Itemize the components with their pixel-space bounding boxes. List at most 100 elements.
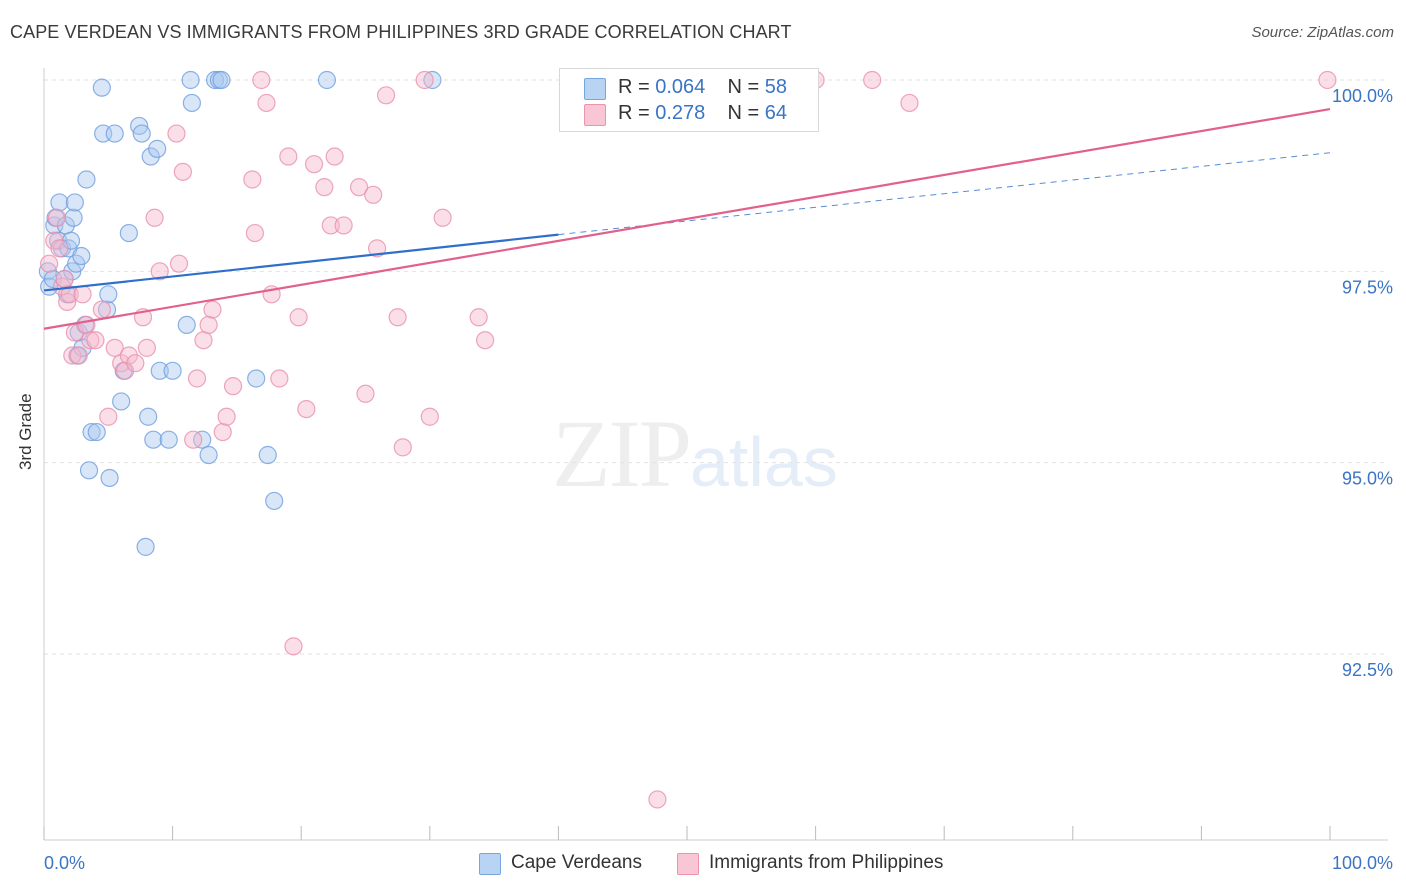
- point-philippines: [213, 422, 232, 442]
- point-philippines: [648, 790, 667, 809]
- legend-n-label: N =: [727, 76, 765, 98]
- y-axis-label: 3rd Grade: [16, 393, 35, 470]
- point-philippines: [86, 331, 105, 350]
- point-cape-verdean: [265, 491, 284, 511]
- point-philippines: [289, 308, 308, 327]
- point-philippines: [69, 346, 88, 365]
- point-cape-verdean: [87, 422, 106, 442]
- legend-r-label: R =: [618, 102, 656, 124]
- point-cape-verdean: [132, 124, 151, 143]
- point-cape-verdean: [82, 422, 101, 442]
- point-philippines: [356, 384, 375, 403]
- point-philippines: [1318, 70, 1337, 90]
- point-philippines: [199, 315, 218, 335]
- point-philippines: [245, 223, 265, 243]
- point-philippines: [257, 93, 276, 113]
- point-philippines: [173, 162, 192, 181]
- legend-r-value: 0.064: [655, 76, 706, 98]
- legend-n-value: 64: [764, 102, 788, 124]
- point-philippines: [376, 86, 396, 105]
- point-cape-verdean: [77, 170, 96, 189]
- point-cape-verdean: [50, 193, 69, 212]
- trendline-extension-cape-verdean: [558, 152, 1331, 236]
- legend-r-value: 0.278: [655, 102, 706, 124]
- point-philippines: [475, 331, 495, 350]
- point-philippines: [433, 208, 452, 227]
- point-cape-verdean: [177, 315, 196, 335]
- chart-title: CAPE VERDEAN VS IMMIGRANTS FROM PHILIPPI…: [10, 22, 792, 42]
- point-philippines: [50, 239, 69, 258]
- legend-n-label: N =: [727, 102, 765, 124]
- point-cape-verdean: [119, 223, 138, 243]
- point-philippines: [349, 178, 369, 197]
- point-cape-verdean: [159, 430, 178, 449]
- x-tick-label-min: 0.0%: [44, 853, 86, 873]
- point-philippines: [420, 407, 439, 426]
- point-philippines: [469, 308, 488, 327]
- point-philippines: [77, 315, 96, 335]
- point-philippines: [334, 216, 353, 235]
- watermark-atlas: atlas: [690, 423, 838, 501]
- point-cape-verdean: [199, 445, 218, 465]
- point-philippines: [169, 254, 189, 273]
- point-cape-verdean: [144, 430, 163, 449]
- point-philippines: [92, 300, 111, 319]
- point-philippines: [393, 438, 412, 457]
- y-tick-label: 97.5%: [1342, 277, 1393, 297]
- legend-r-label: R =: [618, 76, 656, 98]
- point-philippines: [270, 369, 289, 388]
- point-cape-verdean: [150, 361, 169, 380]
- point-cape-verdean: [163, 361, 182, 380]
- bottom-legend-label: Cape Verdeans: [511, 852, 642, 873]
- point-cape-verdean: [64, 208, 83, 227]
- legend-n-value: 58: [764, 76, 788, 98]
- point-cape-verdean: [79, 461, 99, 480]
- point-cape-verdean: [181, 70, 200, 90]
- point-philippines: [187, 369, 207, 388]
- point-cape-verdean: [100, 468, 119, 488]
- point-philippines: [217, 407, 236, 426]
- point-philippines: [115, 361, 135, 380]
- bottom-legend-swatch-pink: [677, 853, 699, 875]
- bottom-legend-label: Immigrants from Philippines: [709, 852, 944, 873]
- point-cape-verdean: [317, 70, 337, 90]
- point-philippines: [367, 239, 387, 258]
- point-philippines: [150, 262, 169, 281]
- point-cape-verdean: [423, 70, 442, 90]
- point-philippines: [863, 70, 882, 90]
- point-philippines: [364, 185, 383, 204]
- legend-swatch-blue: [584, 78, 606, 100]
- trendline-cape-verdean: [43, 233, 559, 292]
- point-cape-verdean: [136, 537, 155, 556]
- point-philippines: [297, 399, 316, 419]
- point-philippines: [194, 331, 213, 350]
- point-philippines: [73, 285, 92, 304]
- point-philippines: [55, 269, 74, 289]
- x-tick-label-max: 100.0%: [1331, 853, 1393, 873]
- point-philippines: [415, 70, 434, 90]
- trendline-philippines: [43, 107, 1331, 330]
- point-philippines: [388, 308, 407, 327]
- legend-swatch-pink: [584, 104, 606, 126]
- point-philippines: [40, 254, 59, 273]
- point-philippines: [81, 331, 100, 350]
- y-tick-label: 95.0%: [1342, 469, 1393, 489]
- point-philippines: [315, 178, 334, 197]
- point-cape-verdean: [139, 407, 158, 426]
- point-philippines: [900, 93, 919, 113]
- point-cape-verdean: [112, 392, 131, 411]
- point-philippines: [203, 300, 222, 319]
- point-cape-verdean: [212, 70, 231, 90]
- point-philippines: [63, 346, 82, 365]
- point-cape-verdean: [92, 78, 111, 97]
- point-philippines: [126, 354, 145, 373]
- correlation-legend: R = 0.064 N = 58 R = 0.278 N = 64: [559, 68, 819, 132]
- point-cape-verdean: [72, 246, 91, 266]
- point-cape-verdean: [99, 285, 118, 304]
- point-cape-verdean: [105, 124, 124, 143]
- point-philippines: [184, 430, 203, 449]
- point-cape-verdean: [258, 445, 277, 465]
- point-philippines: [284, 637, 303, 656]
- point-cape-verdean: [148, 139, 167, 158]
